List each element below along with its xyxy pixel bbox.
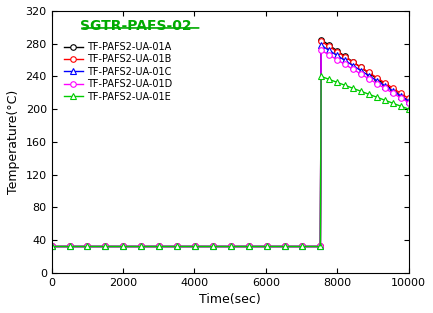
Line: TF-PAFS2-UA-01D: TF-PAFS2-UA-01D [318, 48, 411, 105]
TF-PAFS2-UA-01A [390, 88, 395, 92]
TF-PAFS2-UA-01D [398, 96, 403, 100]
TF-PAFS2-UA-01C [319, 44, 324, 47]
TF-PAFS2-UA-01B [319, 39, 324, 43]
TF-PAFS2-UA-01D [390, 91, 395, 95]
TF-PAFS2-UA-01C [358, 69, 363, 72]
TF-PAFS2-UA-01E [398, 104, 403, 108]
TF-PAFS2-UA-01E [374, 95, 379, 99]
TF-PAFS2-UA-01B [326, 44, 332, 48]
TF-PAFS2-UA-01C [366, 74, 372, 78]
Y-axis label: Temperature(°C): Temperature(°C) [7, 90, 20, 194]
TF-PAFS2-UA-01A [366, 71, 372, 75]
TF-PAFS2-UA-01D [326, 53, 332, 57]
TF-PAFS2-UA-01A [343, 54, 348, 58]
TF-PAFS2-UA-01B [398, 91, 403, 95]
TF-PAFS2-UA-01C [326, 49, 332, 52]
TF-PAFS2-UA-01C [350, 64, 355, 67]
TF-PAFS2-UA-01B [334, 50, 339, 54]
TF-PAFS2-UA-01D [374, 82, 379, 85]
TF-PAFS2-UA-01D [319, 48, 324, 52]
TF-PAFS2-UA-01B [358, 65, 363, 69]
TF-PAFS2-UA-01D [350, 67, 355, 71]
TF-PAFS2-UA-01A [334, 49, 339, 53]
Line: TF-PAFS2-UA-01C: TF-PAFS2-UA-01C [318, 43, 411, 104]
TF-PAFS2-UA-01D [334, 58, 339, 62]
TF-PAFS2-UA-01D [358, 72, 363, 76]
TF-PAFS2-UA-01E [326, 77, 332, 81]
X-axis label: Time(sec): Time(sec) [199, 293, 261, 306]
TF-PAFS2-UA-01B [406, 97, 411, 100]
TF-PAFS2-UA-01E [382, 98, 387, 102]
Text: SGTR-PAFS-02: SGTR-PAFS-02 [80, 19, 192, 33]
TF-PAFS2-UA-01C [343, 59, 348, 62]
TF-PAFS2-UA-01B [382, 81, 387, 85]
TF-PAFS2-UA-01E [319, 74, 324, 78]
TF-PAFS2-UA-01A [358, 65, 363, 69]
Line: TF-PAFS2-UA-01A: TF-PAFS2-UA-01A [318, 37, 411, 104]
Legend: TF-PAFS2-UA-01A, TF-PAFS2-UA-01B, TF-PAFS2-UA-01C, TF-PAFS2-UA-01D, TF-PAFS2-UA-: TF-PAFS2-UA-01A, TF-PAFS2-UA-01B, TF-PAF… [64, 42, 172, 102]
TF-PAFS2-UA-01D [382, 86, 387, 90]
TF-PAFS2-UA-01C [406, 99, 411, 103]
TF-PAFS2-UA-01A [398, 94, 403, 97]
TF-PAFS2-UA-01D [366, 77, 372, 81]
TF-PAFS2-UA-01E [343, 83, 348, 87]
TF-PAFS2-UA-01C [390, 89, 395, 93]
TF-PAFS2-UA-01B [366, 70, 372, 74]
TF-PAFS2-UA-01C [398, 94, 403, 98]
TF-PAFS2-UA-01B [390, 86, 395, 90]
TF-PAFS2-UA-01B [374, 76, 379, 80]
TF-PAFS2-UA-01A [326, 43, 332, 47]
TF-PAFS2-UA-01A [319, 38, 324, 41]
TF-PAFS2-UA-01E [334, 80, 339, 84]
TF-PAFS2-UA-01E [350, 86, 355, 90]
TF-PAFS2-UA-01E [366, 92, 372, 96]
Line: TF-PAFS2-UA-01B: TF-PAFS2-UA-01B [318, 38, 411, 101]
TF-PAFS2-UA-01B [343, 55, 348, 59]
TF-PAFS2-UA-01A [406, 99, 411, 103]
TF-PAFS2-UA-01B [350, 60, 355, 64]
TF-PAFS2-UA-01D [343, 63, 348, 66]
TF-PAFS2-UA-01D [406, 101, 411, 105]
TF-PAFS2-UA-01A [374, 77, 379, 80]
TF-PAFS2-UA-01C [382, 84, 387, 88]
TF-PAFS2-UA-01E [390, 101, 395, 105]
Line: TF-PAFS2-UA-01E: TF-PAFS2-UA-01E [318, 74, 411, 112]
TF-PAFS2-UA-01C [334, 54, 339, 57]
TF-PAFS2-UA-01A [382, 82, 387, 86]
TF-PAFS2-UA-01C [374, 79, 379, 83]
TF-PAFS2-UA-01E [358, 89, 363, 93]
TF-PAFS2-UA-01A [350, 60, 355, 64]
TF-PAFS2-UA-01E [406, 107, 411, 111]
